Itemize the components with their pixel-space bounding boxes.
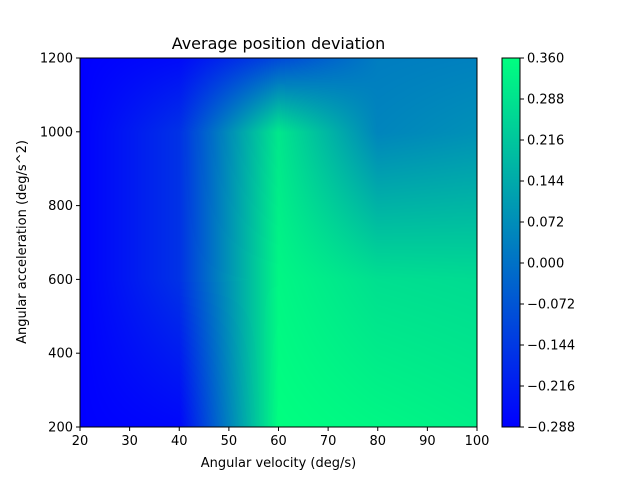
x-axis-label: Angular velocity (deg/s) (201, 456, 356, 471)
y-tick-label: 400 (48, 347, 73, 362)
x-tick-label: 50 (221, 434, 238, 449)
colorbar-tick-label: −0.072 (527, 298, 575, 313)
x-tick-label: 100 (465, 434, 490, 449)
x-tick-label: 70 (320, 434, 337, 449)
y-tick-label: 1000 (40, 125, 73, 140)
colorbar-tick-label: 0.288 (527, 93, 564, 108)
colorbar-tick-label: 0.216 (527, 134, 564, 149)
chart-title: Average position deviation (172, 34, 386, 53)
y-tick-label: 800 (48, 199, 73, 214)
colorbar-tick-label: 0.144 (527, 175, 564, 190)
colorbar-tick-label: −0.216 (527, 380, 575, 395)
x-tick-label: 80 (369, 434, 386, 449)
x-tick-label: 40 (171, 434, 188, 449)
y-tick-label: 1200 (40, 52, 73, 67)
x-tick-label: 60 (270, 434, 287, 449)
colorbar-tick-label: 0.000 (527, 257, 564, 272)
heatmap-plot-area (80, 58, 477, 427)
colorbar-ticks: 0.360 0.288 0.216 0.144 0.072 0.000 −0.072 −0.1… (520, 52, 575, 436)
colorbar-tick-label: −0.144 (527, 339, 575, 354)
x-axis-ticks: 20 30 40 50 60 70 80 90 100 (72, 427, 490, 449)
colorbar (501, 57, 521, 428)
colorbar-tick-label: 0.072 (527, 216, 564, 231)
y-axis-label: Angular acceleration (deg/s^2) (15, 140, 30, 344)
colorbar-tick-label: 0.360 (527, 52, 564, 67)
y-tick-label: 200 (48, 421, 73, 436)
y-axis-ticks: 200 400 600 800 1000 1200 (40, 52, 80, 436)
x-tick-label: 30 (121, 434, 138, 449)
y-tick-label: 600 (48, 273, 73, 288)
x-tick-label: 90 (419, 434, 436, 449)
colorbar-tick-label: −0.288 (527, 421, 575, 436)
x-tick-label: 20 (72, 434, 89, 449)
